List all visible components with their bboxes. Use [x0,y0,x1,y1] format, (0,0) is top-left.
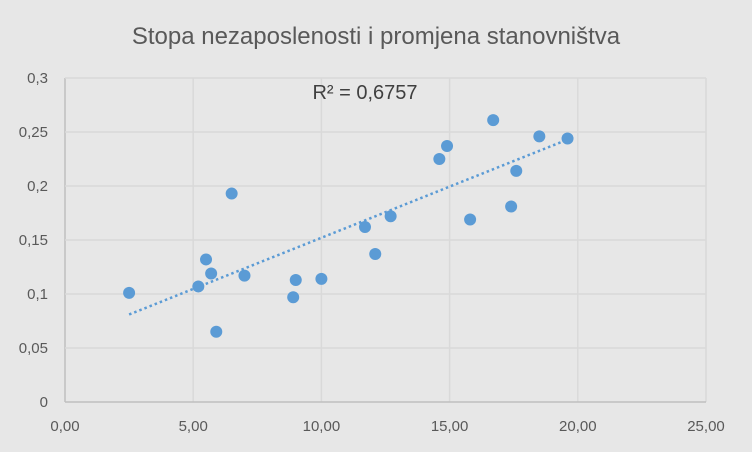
data-point [225,187,238,200]
data-point [505,200,518,213]
y-tick-label: 0,3 [27,70,48,87]
data-point [533,130,546,143]
tick-labels: 0,00 5,00 10,00 15,00 20,00 25,00 0 0,05 0,1 0,15… [19,70,725,435]
data-point [369,248,382,261]
data-point [210,325,223,338]
data-point [441,140,454,153]
x-tick-label: 15,00 [431,418,469,435]
data-point [205,267,218,280]
y-tick-label: 0,25 [19,124,48,141]
data-point [487,114,500,127]
chart-title: Stopa nezaposlenosti i promjena stanovni… [132,23,621,50]
r-squared-label: R² = 0,6757 [312,82,417,104]
data-point [315,272,328,285]
data-point [433,153,446,165]
data-points [123,114,574,338]
data-point [358,221,371,234]
gridlines [64,77,707,403]
data-point [561,132,574,145]
x-tick-label: 20,00 [559,418,597,435]
data-point [200,253,213,266]
x-tick-label: 5,00 [179,418,208,435]
y-tick-label: 0,15 [19,232,48,249]
data-point [289,273,302,286]
x-tick-label: 0,00 [50,418,79,435]
data-point [123,286,136,299]
data-point [510,164,523,177]
y-tick-label: 0,05 [19,340,48,357]
data-point [384,210,397,223]
data-point [238,269,251,282]
y-tick-label: 0,2 [27,178,48,195]
y-tick-label: 0,1 [27,286,48,303]
x-tick-label: 10,00 [303,418,341,435]
y-tick-label: 0 [40,394,48,411]
data-point [192,280,205,293]
data-point [464,213,477,226]
x-tick-label: 25,00 [687,418,725,435]
data-point [287,291,300,304]
